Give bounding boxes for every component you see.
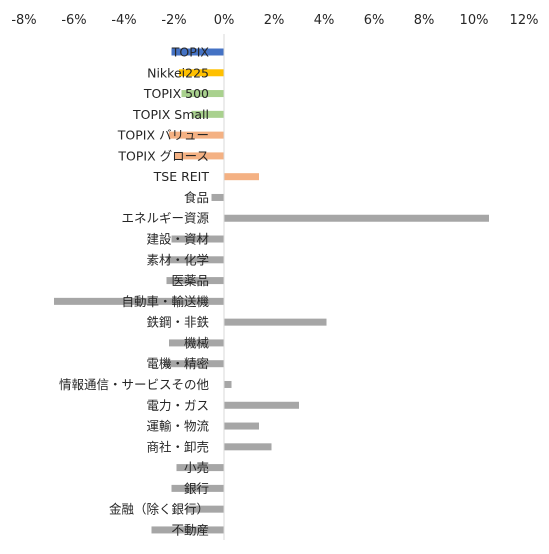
category-label: 電機・精密 [146,356,209,371]
category-label: 機械 [184,335,210,350]
bar-3 [191,110,224,118]
category-label: 金融（除く銀行） [109,502,209,517]
bar-19 [224,443,272,451]
x-tick-label: -6% [61,13,86,28]
bar-9 [171,235,224,243]
category-label: 食品 [184,190,209,205]
category-label: 小売 [184,460,209,475]
category-label: TOPIX バリュー [117,128,209,143]
category-label: 医薬品 [171,273,209,288]
category-label: 運輸・物流 [146,419,209,434]
bar-22 [186,505,224,513]
bar-18 [224,422,259,430]
category-labels-layer: TOPIX Nikkei225 TOPIX 500 TOPIX Small TOPIX … [59,45,210,538]
bars-layer [54,48,489,534]
x-tick-label: 2% [264,13,285,28]
tick-labels-layer: -8% -6% -4% -2% 0% 2% 4% 6% 8% 10% 12% [11,13,538,28]
x-tick-label: 12% [510,13,539,28]
bar-8 [224,214,489,222]
bar-0 [171,48,224,56]
category-label: Nikkei225 [147,65,209,80]
category-label: TOPIX 500 [143,86,209,101]
category-label: 情報通信・サービスその他 [59,377,210,392]
bar-11 [166,277,224,285]
category-label: エネルギー資源 [121,211,209,226]
bar-10 [166,256,224,264]
category-label: 自動車・輸送機 [121,294,209,309]
category-label: TOPIX [171,45,210,60]
x-tick-label: -2% [161,13,186,28]
bar-15 [164,360,224,368]
category-label: TOPIX Small [132,107,209,122]
category-label: 不動産 [171,522,209,537]
x-tick-label: 8% [414,13,435,28]
category-label: 銀行 [184,481,209,496]
bar-6 [224,173,259,181]
bar-23 [151,526,224,534]
x-tick-label: 10% [460,13,489,28]
x-tick-label: -4% [111,13,136,28]
x-tick-label: 4% [314,13,335,28]
category-label: 商社・卸売 [146,439,209,454]
bar-21 [171,484,224,492]
x-tick-label: 0% [214,13,235,28]
bar-5 [174,152,224,160]
bar-1 [179,69,224,77]
category-label: TOPIX グロース [117,148,209,163]
bar-16 [224,380,232,388]
bar-20 [176,464,224,472]
category-label: 素材・化学 [146,252,209,267]
bar-12 [54,297,224,305]
category-label: 電力・ガス [146,398,209,413]
category-label: 建設・資材 [146,232,209,247]
bar-17 [224,401,299,409]
x-tick-label: 6% [364,13,385,28]
x-tick-label: -8% [11,13,36,28]
bar-14 [169,339,224,347]
category-label: TSE REIT [153,169,210,184]
category-label: 鉄鋼・非鉄 [146,315,209,330]
bar-2 [181,90,224,98]
bar-7 [211,193,224,201]
bar-13 [224,318,327,326]
bar-4 [169,131,224,139]
